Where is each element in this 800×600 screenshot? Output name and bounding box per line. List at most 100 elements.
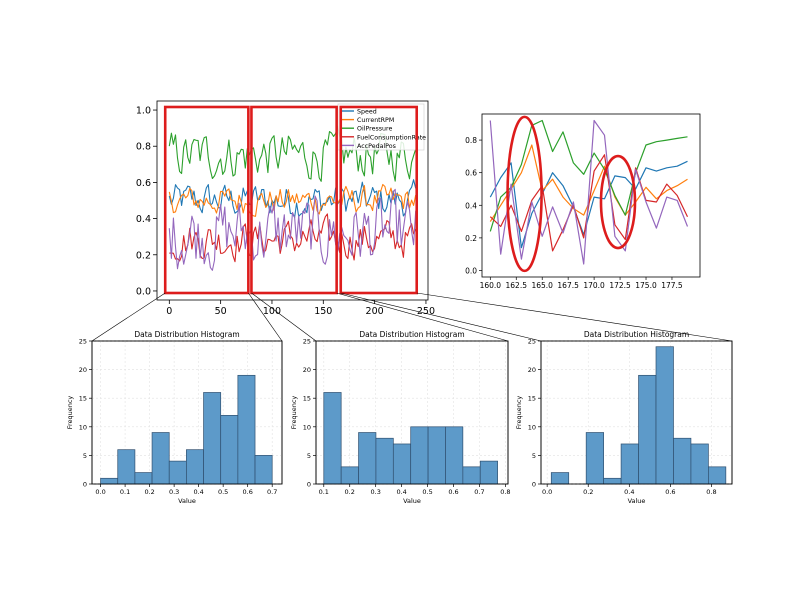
zoom-x-tick-label: 162.5 bbox=[506, 281, 528, 290]
histogram-bar bbox=[134, 472, 153, 485]
hist-y-tick-label: 5 bbox=[83, 452, 87, 460]
hist-y-tick-label: 10 bbox=[528, 423, 536, 431]
zoom-y-tick-label: 0.4 bbox=[465, 201, 477, 210]
zoom-x-tick-label: 165.0 bbox=[531, 281, 553, 290]
histogram-2: 0 5 10 15 20 25 0.0 0.2 0.4 0.6 0.8 Data Distributi… bbox=[515, 330, 733, 505]
histogram-bar bbox=[585, 432, 604, 485]
histogram-bar bbox=[392, 443, 412, 485]
histogram-ylabel: Frequency bbox=[515, 396, 523, 430]
x-tick-label: 50 bbox=[215, 306, 227, 317]
x-tick-label: 250 bbox=[417, 306, 435, 317]
histogram-frame-border bbox=[540, 340, 733, 485]
histogram-bar bbox=[186, 449, 204, 485]
histogram-bar bbox=[323, 392, 342, 485]
hist-y-tick-label: 20 bbox=[528, 366, 536, 374]
zoom-connector-right bbox=[248, 292, 283, 342]
histogram-bar bbox=[638, 374, 657, 485]
histogram-1: 0 5 10 15 20 25 0.1 0.2 0.3 0.4 0.5 0.6 0.7 0.8 Data D… bbox=[290, 330, 511, 505]
histogram-bar bbox=[462, 466, 481, 485]
histogram-bar bbox=[203, 392, 222, 485]
histogram-0: 0 5 10 15 20 25 0.0 0.1 0.2 0.3 0.4 0.5 0.6 0.7 Data D… bbox=[66, 330, 283, 505]
zoom-connector-left bbox=[91, 292, 166, 342]
hist-x-tick-label: 0.4 bbox=[193, 488, 203, 496]
y-tick-label: 0.6 bbox=[136, 178, 151, 189]
histogram-bar bbox=[168, 460, 187, 485]
histogram-frame-border bbox=[315, 340, 509, 485]
histogram-bar bbox=[445, 426, 464, 485]
hist-y-tick-label: 5 bbox=[307, 452, 311, 460]
zoom-connector-right bbox=[416, 292, 733, 342]
histogram-bar bbox=[151, 432, 170, 485]
y-tick-label: 0.0 bbox=[136, 286, 151, 297]
hist-x-tick-label: 0.2 bbox=[144, 488, 154, 496]
hist-y-tick-label: 0 bbox=[307, 481, 311, 489]
zoom-x-tick-label: 170.0 bbox=[583, 281, 605, 290]
histogram-bar bbox=[220, 415, 239, 485]
hist-x-tick-label: 0.8 bbox=[500, 488, 510, 496]
histogram-xlabel: Value bbox=[178, 497, 196, 505]
histogram-xlabel: Value bbox=[628, 497, 646, 505]
legend-label-speed: Speed bbox=[357, 109, 377, 116]
histogram-bar bbox=[673, 437, 692, 485]
histogram-bar bbox=[427, 426, 446, 485]
y-tick-label: 0.2 bbox=[136, 250, 151, 261]
histogram-ylabel: Frequency bbox=[66, 396, 74, 430]
hist-y-tick-label: 10 bbox=[303, 423, 311, 431]
zoom-x-tick-label: 175.0 bbox=[635, 281, 657, 290]
histogram-bar bbox=[100, 477, 119, 485]
hist-x-tick-label: 0.0 bbox=[542, 488, 552, 496]
zoom-connector-left bbox=[251, 292, 317, 342]
histogram-title: Data Distribution Histogram bbox=[359, 330, 464, 339]
zoom-series-line-oil bbox=[489, 119, 688, 232]
histogram-title: Data Distribution Histogram bbox=[134, 330, 239, 339]
zoom-y-tick-label: 0.8 bbox=[465, 136, 477, 145]
hist-x-tick-label: 0.3 bbox=[371, 488, 381, 496]
histogram-bar bbox=[117, 449, 136, 485]
hist-x-tick-label: 0.6 bbox=[665, 488, 675, 496]
y-tick-label: 0.4 bbox=[136, 214, 151, 225]
histogram-bar bbox=[254, 455, 273, 485]
main-timeseries-chart: 0.0 0.2 0.4 0.6 0.8 1.0 0 50 100 150 200 250 SpeedCu… bbox=[136, 100, 435, 317]
hist-x-tick-label: 0.4 bbox=[396, 488, 406, 496]
hist-x-tick-label: 0.3 bbox=[169, 488, 179, 496]
histogram-bar bbox=[620, 443, 639, 485]
highlight-box-0 bbox=[163, 105, 250, 295]
legend-label-acc: AccPedalPos bbox=[357, 143, 396, 150]
y-tick-label: 0.8 bbox=[136, 142, 151, 153]
histogram-bar bbox=[550, 472, 570, 485]
hist-y-tick-label: 25 bbox=[79, 338, 87, 346]
hist-x-tick-label: 0.5 bbox=[422, 488, 432, 496]
series-line-rpm bbox=[168, 183, 417, 217]
zoom-series-line-acc bbox=[489, 119, 689, 265]
legend-label-rpm: CurrentRPM bbox=[357, 117, 394, 124]
hist-x-tick-label: 0.1 bbox=[120, 488, 130, 496]
hist-x-tick-label: 0.6 bbox=[243, 488, 253, 496]
zoom-x-tick-label: 167.5 bbox=[557, 281, 579, 290]
zoom-connector-left bbox=[340, 292, 542, 342]
legend-label-fuel: FuelConsumptionRate bbox=[357, 134, 426, 141]
x-tick-label: 0 bbox=[166, 306, 172, 317]
hist-x-tick-label: 0.7 bbox=[267, 488, 277, 496]
hist-y-tick-label: 25 bbox=[528, 338, 536, 346]
hist-y-tick-label: 0 bbox=[532, 481, 536, 489]
hist-y-tick-label: 5 bbox=[532, 452, 536, 460]
hist-x-tick-label: 0.7 bbox=[474, 488, 484, 496]
hist-x-tick-label: 0.2 bbox=[583, 488, 593, 496]
histogram-bar bbox=[655, 346, 674, 485]
histogram-title: Data Distribution Histogram bbox=[584, 330, 689, 339]
zoom-series-line-speed bbox=[489, 160, 688, 249]
hist-y-tick-label: 25 bbox=[303, 338, 311, 346]
highlight-ellipse-1 bbox=[599, 154, 637, 250]
hist-y-tick-label: 15 bbox=[528, 395, 536, 403]
highlight-box-2 bbox=[339, 105, 419, 295]
zoom-y-tick-label: 0.2 bbox=[465, 234, 477, 243]
histogram-ylabel: Frequency bbox=[290, 396, 298, 430]
hist-x-tick-label: 0.4 bbox=[624, 488, 634, 496]
y-tick-label: 1.0 bbox=[136, 106, 151, 117]
zoom-series-line-fuel bbox=[489, 154, 689, 252]
x-tick-label: 100 bbox=[263, 306, 281, 317]
series-line-fuel bbox=[169, 213, 417, 263]
histogram-bar bbox=[603, 477, 622, 485]
